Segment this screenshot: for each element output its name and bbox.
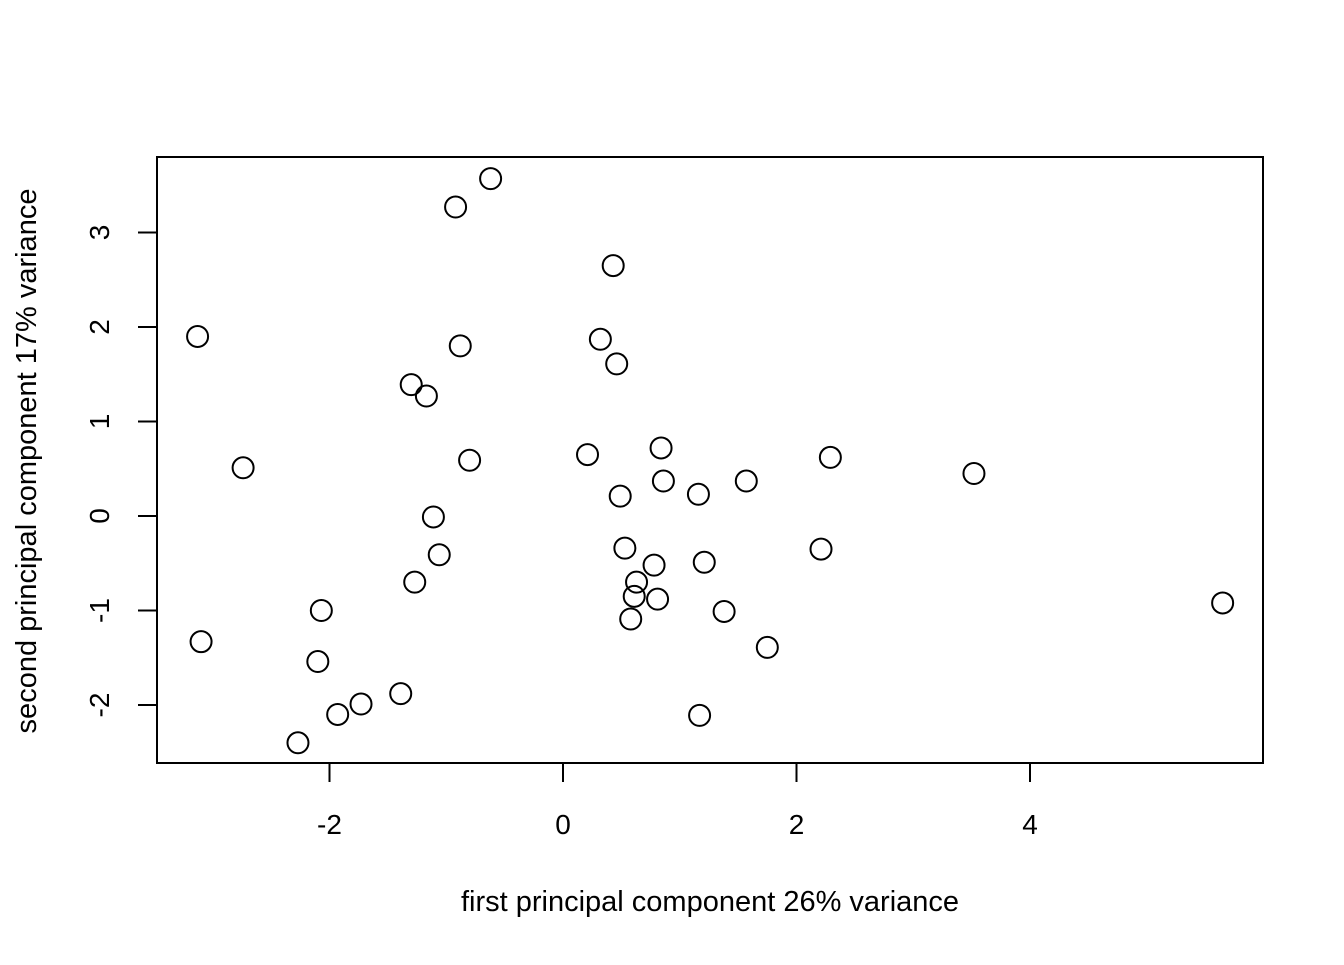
data-points bbox=[186, 167, 1235, 755]
data-point bbox=[421, 505, 445, 529]
data-point bbox=[326, 702, 350, 726]
y-tick-label: 3 bbox=[84, 225, 115, 241]
data-point bbox=[601, 254, 625, 278]
data-point bbox=[734, 469, 758, 493]
data-point bbox=[692, 550, 716, 574]
data-point bbox=[818, 445, 842, 469]
data-point bbox=[962, 461, 986, 485]
data-point bbox=[619, 607, 643, 631]
data-point bbox=[399, 373, 423, 397]
data-point bbox=[755, 635, 779, 659]
data-point bbox=[444, 195, 468, 219]
data-point bbox=[605, 352, 629, 376]
data-point bbox=[189, 630, 213, 654]
y-tick-label: 0 bbox=[84, 508, 115, 524]
data-point bbox=[646, 587, 670, 611]
data-point bbox=[448, 334, 472, 358]
y-axis: -2 -1 0 1 2 3 bbox=[84, 225, 158, 718]
x-tick-label: 0 bbox=[555, 809, 571, 840]
data-point bbox=[649, 436, 673, 460]
data-point bbox=[309, 599, 333, 622]
data-point bbox=[231, 456, 255, 480]
data-point bbox=[403, 570, 427, 594]
y-tick-label: 2 bbox=[84, 319, 115, 335]
y-axis-title: second principal component 17% variance bbox=[11, 189, 43, 734]
data-point bbox=[613, 536, 637, 560]
x-tick-label: 4 bbox=[1022, 809, 1038, 840]
data-point bbox=[349, 692, 373, 716]
data-point bbox=[809, 537, 833, 561]
data-point bbox=[576, 443, 600, 467]
data-point bbox=[286, 731, 310, 755]
data-point bbox=[1211, 591, 1235, 615]
data-point bbox=[651, 469, 675, 493]
data-point bbox=[588, 327, 612, 351]
data-point bbox=[306, 650, 330, 674]
y-tick-label: -2 bbox=[84, 693, 115, 718]
data-point bbox=[712, 599, 736, 623]
y-tick-label: 1 bbox=[84, 414, 115, 430]
data-point bbox=[427, 543, 451, 567]
data-point bbox=[458, 448, 482, 472]
data-point bbox=[389, 682, 413, 706]
data-point bbox=[479, 167, 503, 191]
x-tick-label: -2 bbox=[317, 809, 342, 840]
data-point bbox=[642, 553, 666, 577]
plot-frame bbox=[156, 156, 1264, 764]
data-point bbox=[622, 584, 646, 608]
x-axis: -2 0 2 4 bbox=[317, 762, 1038, 840]
x-axis-title: first principal component 26% variance bbox=[461, 886, 959, 918]
y-tick-label: -1 bbox=[84, 598, 115, 623]
x-tick-label: 2 bbox=[789, 809, 805, 840]
data-point bbox=[608, 484, 632, 508]
data-point bbox=[686, 482, 710, 506]
data-point bbox=[688, 703, 712, 727]
data-point bbox=[186, 324, 210, 348]
data-point bbox=[625, 570, 649, 594]
data-point bbox=[414, 384, 438, 408]
